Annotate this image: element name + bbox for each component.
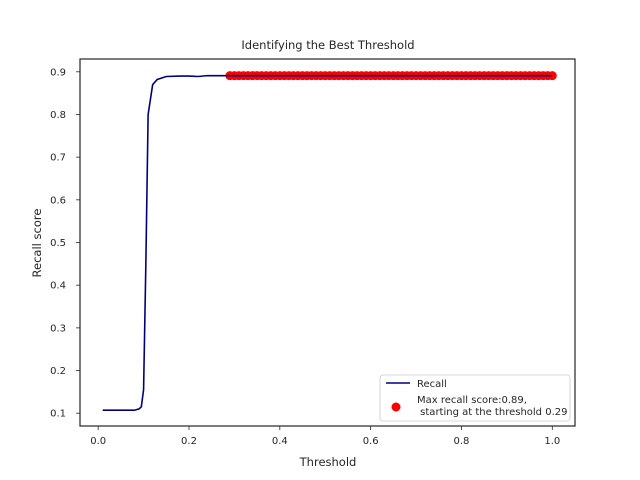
- y-tick-label: 0.3: [50, 323, 66, 334]
- legend: Recall Max recall score:0.89, starting a…: [379, 374, 571, 422]
- x-axis-ticks: 0.0 0.2 0.4 0.6 0.8 1.0: [90, 426, 560, 447]
- legend-max-recall-swatch: [391, 402, 401, 412]
- y-axis-label: Recall score: [30, 209, 44, 278]
- x-tick-label: 0.2: [181, 436, 197, 447]
- y-tick-label: 0.6: [50, 195, 66, 206]
- x-tick-label: 1.0: [544, 436, 560, 447]
- legend-box: [379, 374, 571, 422]
- y-tick-label: 0.4: [50, 281, 66, 292]
- x-tick-label: 0.8: [454, 436, 470, 447]
- y-tick-label: 0.5: [50, 238, 66, 249]
- legend-max-recall-label-line1: Max recall score:0.89,: [417, 395, 527, 406]
- legend-recall-label: Recall: [417, 379, 447, 390]
- axes-frame: [79, 58, 576, 427]
- y-tick-label: 0.9: [50, 67, 66, 78]
- x-axis-label: Threshold: [299, 455, 357, 469]
- plot-area: [79, 58, 576, 427]
- y-tick-label: 0.7: [50, 153, 66, 164]
- y-tick-label: 0.2: [50, 366, 66, 377]
- x-tick-label: 0.0: [90, 436, 106, 447]
- x-tick-label: 0.4: [272, 436, 288, 447]
- y-tick-label: 0.8: [50, 110, 66, 121]
- recall-series-line: [102, 74, 553, 412]
- y-tick-label: 0.1: [50, 409, 66, 420]
- legend-max-recall-label-line2: starting at the threshold 0.29: [417, 407, 567, 418]
- x-tick-label: 0.6: [363, 436, 379, 447]
- chart-title: Identifying the Best Threshold: [241, 38, 414, 52]
- y-axis-ticks: 0.1 0.2 0.3 0.4 0.5 0.6 0.7 0.8 0.9: [50, 67, 80, 420]
